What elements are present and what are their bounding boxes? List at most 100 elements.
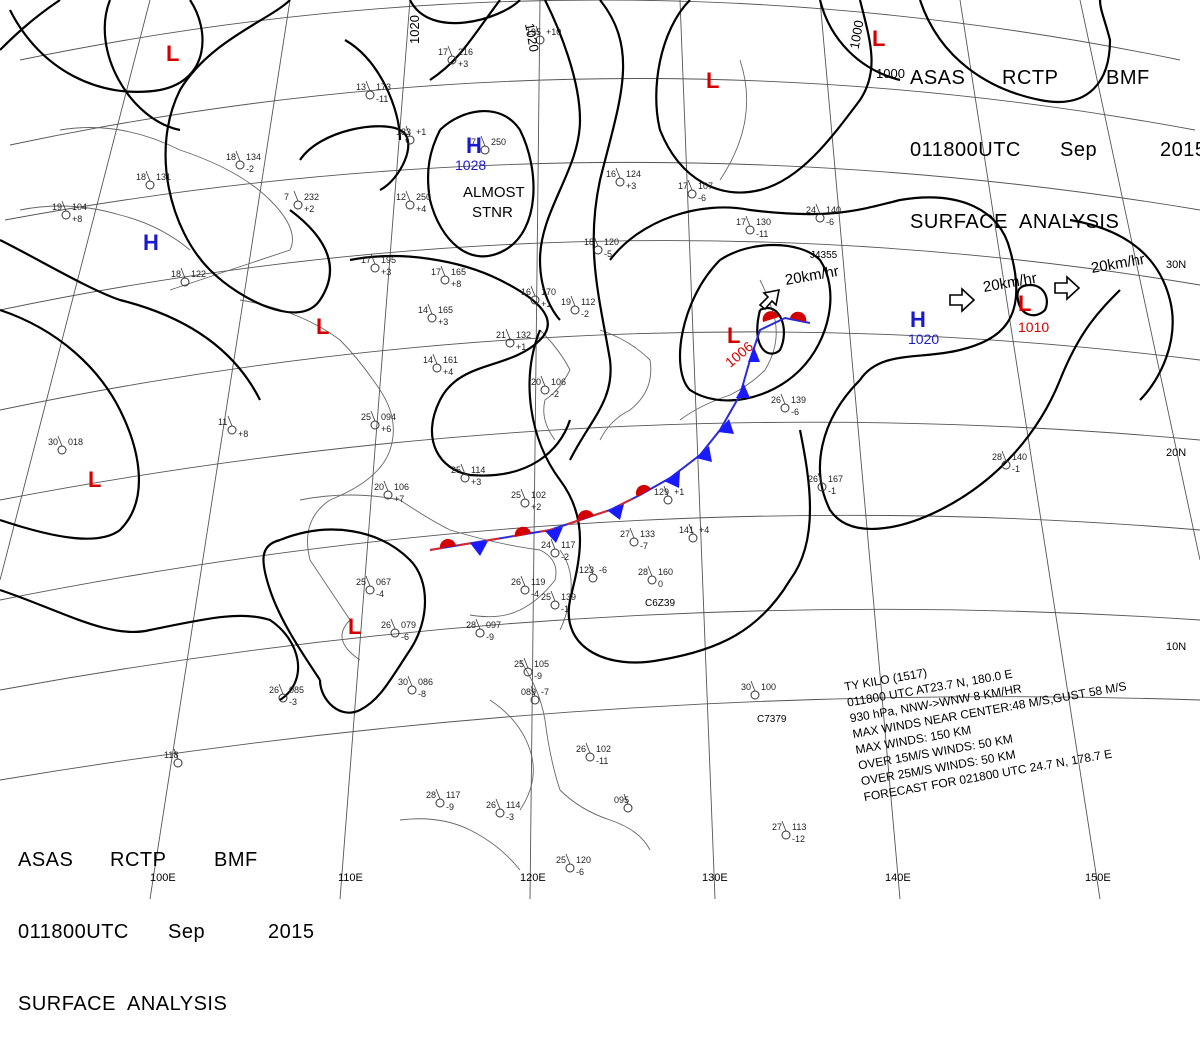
station-plot: 19 104 +8	[52, 200, 87, 224]
station-pressure: 100	[761, 682, 776, 692]
longitude-labels: 100E 110E 120E 130E 140E 150E	[150, 872, 1111, 884]
station-temperature: 7	[284, 192, 289, 202]
station-plot: 25 120 -6	[556, 853, 591, 877]
low-symbol: L	[706, 68, 719, 93]
station-plot: 26 102 -11	[576, 742, 611, 766]
station-temperature: 25	[511, 490, 521, 500]
station-tendency: +7	[394, 494, 404, 504]
station-plot: 095	[614, 793, 633, 813]
station-plot: 14 161 +4	[423, 353, 458, 377]
station-pressure: 120	[604, 237, 619, 247]
station-plot: 17 216 +3	[438, 45, 473, 69]
station-plot: 17 195 +3	[361, 253, 396, 277]
station-tendency: -2	[561, 552, 569, 562]
wind-barb	[365, 80, 371, 92]
motion-arrows	[758, 275, 1081, 313]
header-station: RCTP	[110, 849, 167, 871]
station-plot: 30 018	[48, 435, 83, 455]
latitude-lines	[0, 0, 1200, 781]
station-plot: 16 124 +3	[606, 167, 641, 191]
station-plot: 18 120 -5	[584, 235, 619, 259]
wind-barb	[629, 527, 635, 539]
station-temperature: 13	[356, 82, 366, 92]
station-pressure: 140	[1012, 452, 1027, 462]
station-plot: 25 114 +3	[451, 463, 485, 487]
station-pressure: 250	[491, 137, 506, 147]
station-plot: 28 097 -9	[466, 618, 501, 642]
station-pressure: 167	[828, 474, 843, 484]
station-temperature: 25	[556, 855, 566, 865]
station-plot: 17 130 -11	[736, 215, 771, 239]
station-tendency: +4	[443, 367, 453, 377]
station-tendency: 0	[658, 579, 663, 589]
typhoon-info: TY KILO (1517) 011800 UTC AT23.7 N, 180.…	[843, 665, 1127, 804]
header-agency: ASAS	[910, 67, 966, 89]
wind-barb	[383, 480, 389, 492]
station-temperature: 28	[426, 790, 436, 800]
station-pressure: 085	[289, 685, 304, 695]
station-pressure: 195	[381, 255, 396, 265]
station-tendency: -4	[531, 589, 539, 599]
front-cold-triangles	[470, 347, 760, 556]
station-temperature: 21	[496, 330, 506, 340]
station-plot: 123 -6	[579, 563, 607, 583]
station-plot: 26 139 -6	[771, 393, 806, 417]
station-plot: 25 139 -1	[541, 590, 576, 614]
wind-barb	[405, 125, 411, 137]
station-tendency: +1	[541, 299, 551, 309]
station-pressure: -6	[599, 565, 607, 575]
wind-barb	[432, 353, 438, 365]
station-tendency: -11	[596, 756, 608, 766]
wind-barb	[180, 267, 186, 279]
wind-barb	[780, 393, 786, 405]
low-symbol: L	[316, 314, 329, 339]
header-time: 011800UTC	[910, 139, 1021, 161]
station-pressure: 131	[156, 172, 171, 182]
station-temperature: 26	[486, 800, 496, 810]
station-temperature: 25	[361, 412, 371, 422]
wind-barb	[647, 565, 653, 577]
low-symbol: L	[88, 467, 101, 492]
station-tendency: +2	[531, 502, 541, 512]
station-pressure: 216	[458, 47, 473, 57]
station-pressure: 173	[376, 82, 391, 92]
station-temperature: 118	[164, 750, 178, 760]
station-tendency: +8	[451, 279, 461, 289]
station-tendency: -9	[486, 632, 494, 642]
station-pressure: 139	[791, 395, 806, 405]
header-line-1: ASAS RCTP BMF	[18, 848, 315, 872]
station-pressure: 114	[506, 800, 520, 810]
station-pressure: 139	[561, 592, 576, 602]
station-plot: 195 +10	[526, 25, 561, 45]
station-tendency: -6	[791, 407, 799, 417]
station-pressure: 133	[640, 529, 655, 539]
station-temperature: 28	[466, 620, 476, 630]
station-pressure: 250	[416, 192, 431, 202]
station-pressure: 114	[471, 465, 485, 475]
wind-barb	[687, 179, 693, 191]
wind-barb	[173, 748, 179, 760]
isobar-label: 1000	[847, 19, 867, 50]
station-pressure: 130	[756, 217, 771, 227]
station-pressure: -7	[541, 687, 549, 697]
station-pressure: +1	[674, 487, 684, 497]
wind-barb	[390, 618, 396, 630]
wind-barb	[530, 685, 536, 697]
station-temperature: 14	[418, 305, 428, 315]
wind-barb	[520, 488, 526, 500]
wind-barb	[535, 25, 541, 37]
station-temperature: 27	[772, 822, 782, 832]
station-plot: 25 067 -4	[356, 575, 391, 599]
station-pressure: 106	[551, 377, 566, 387]
station-temperature: 17	[438, 47, 448, 57]
station-tendency: -1	[828, 486, 836, 496]
station-tendency: -6	[698, 193, 706, 203]
station-temperature: 26	[511, 577, 521, 587]
wind-barb	[480, 135, 486, 147]
isobar-label: 1020	[407, 15, 422, 44]
wind-barb	[365, 575, 371, 587]
station-pressure: +10	[546, 27, 561, 37]
station-plot: 089 -7	[521, 685, 549, 705]
header-line-1: ASAS RCTP BMF	[910, 66, 1200, 90]
station-plot: 24 117 -2	[541, 538, 575, 562]
